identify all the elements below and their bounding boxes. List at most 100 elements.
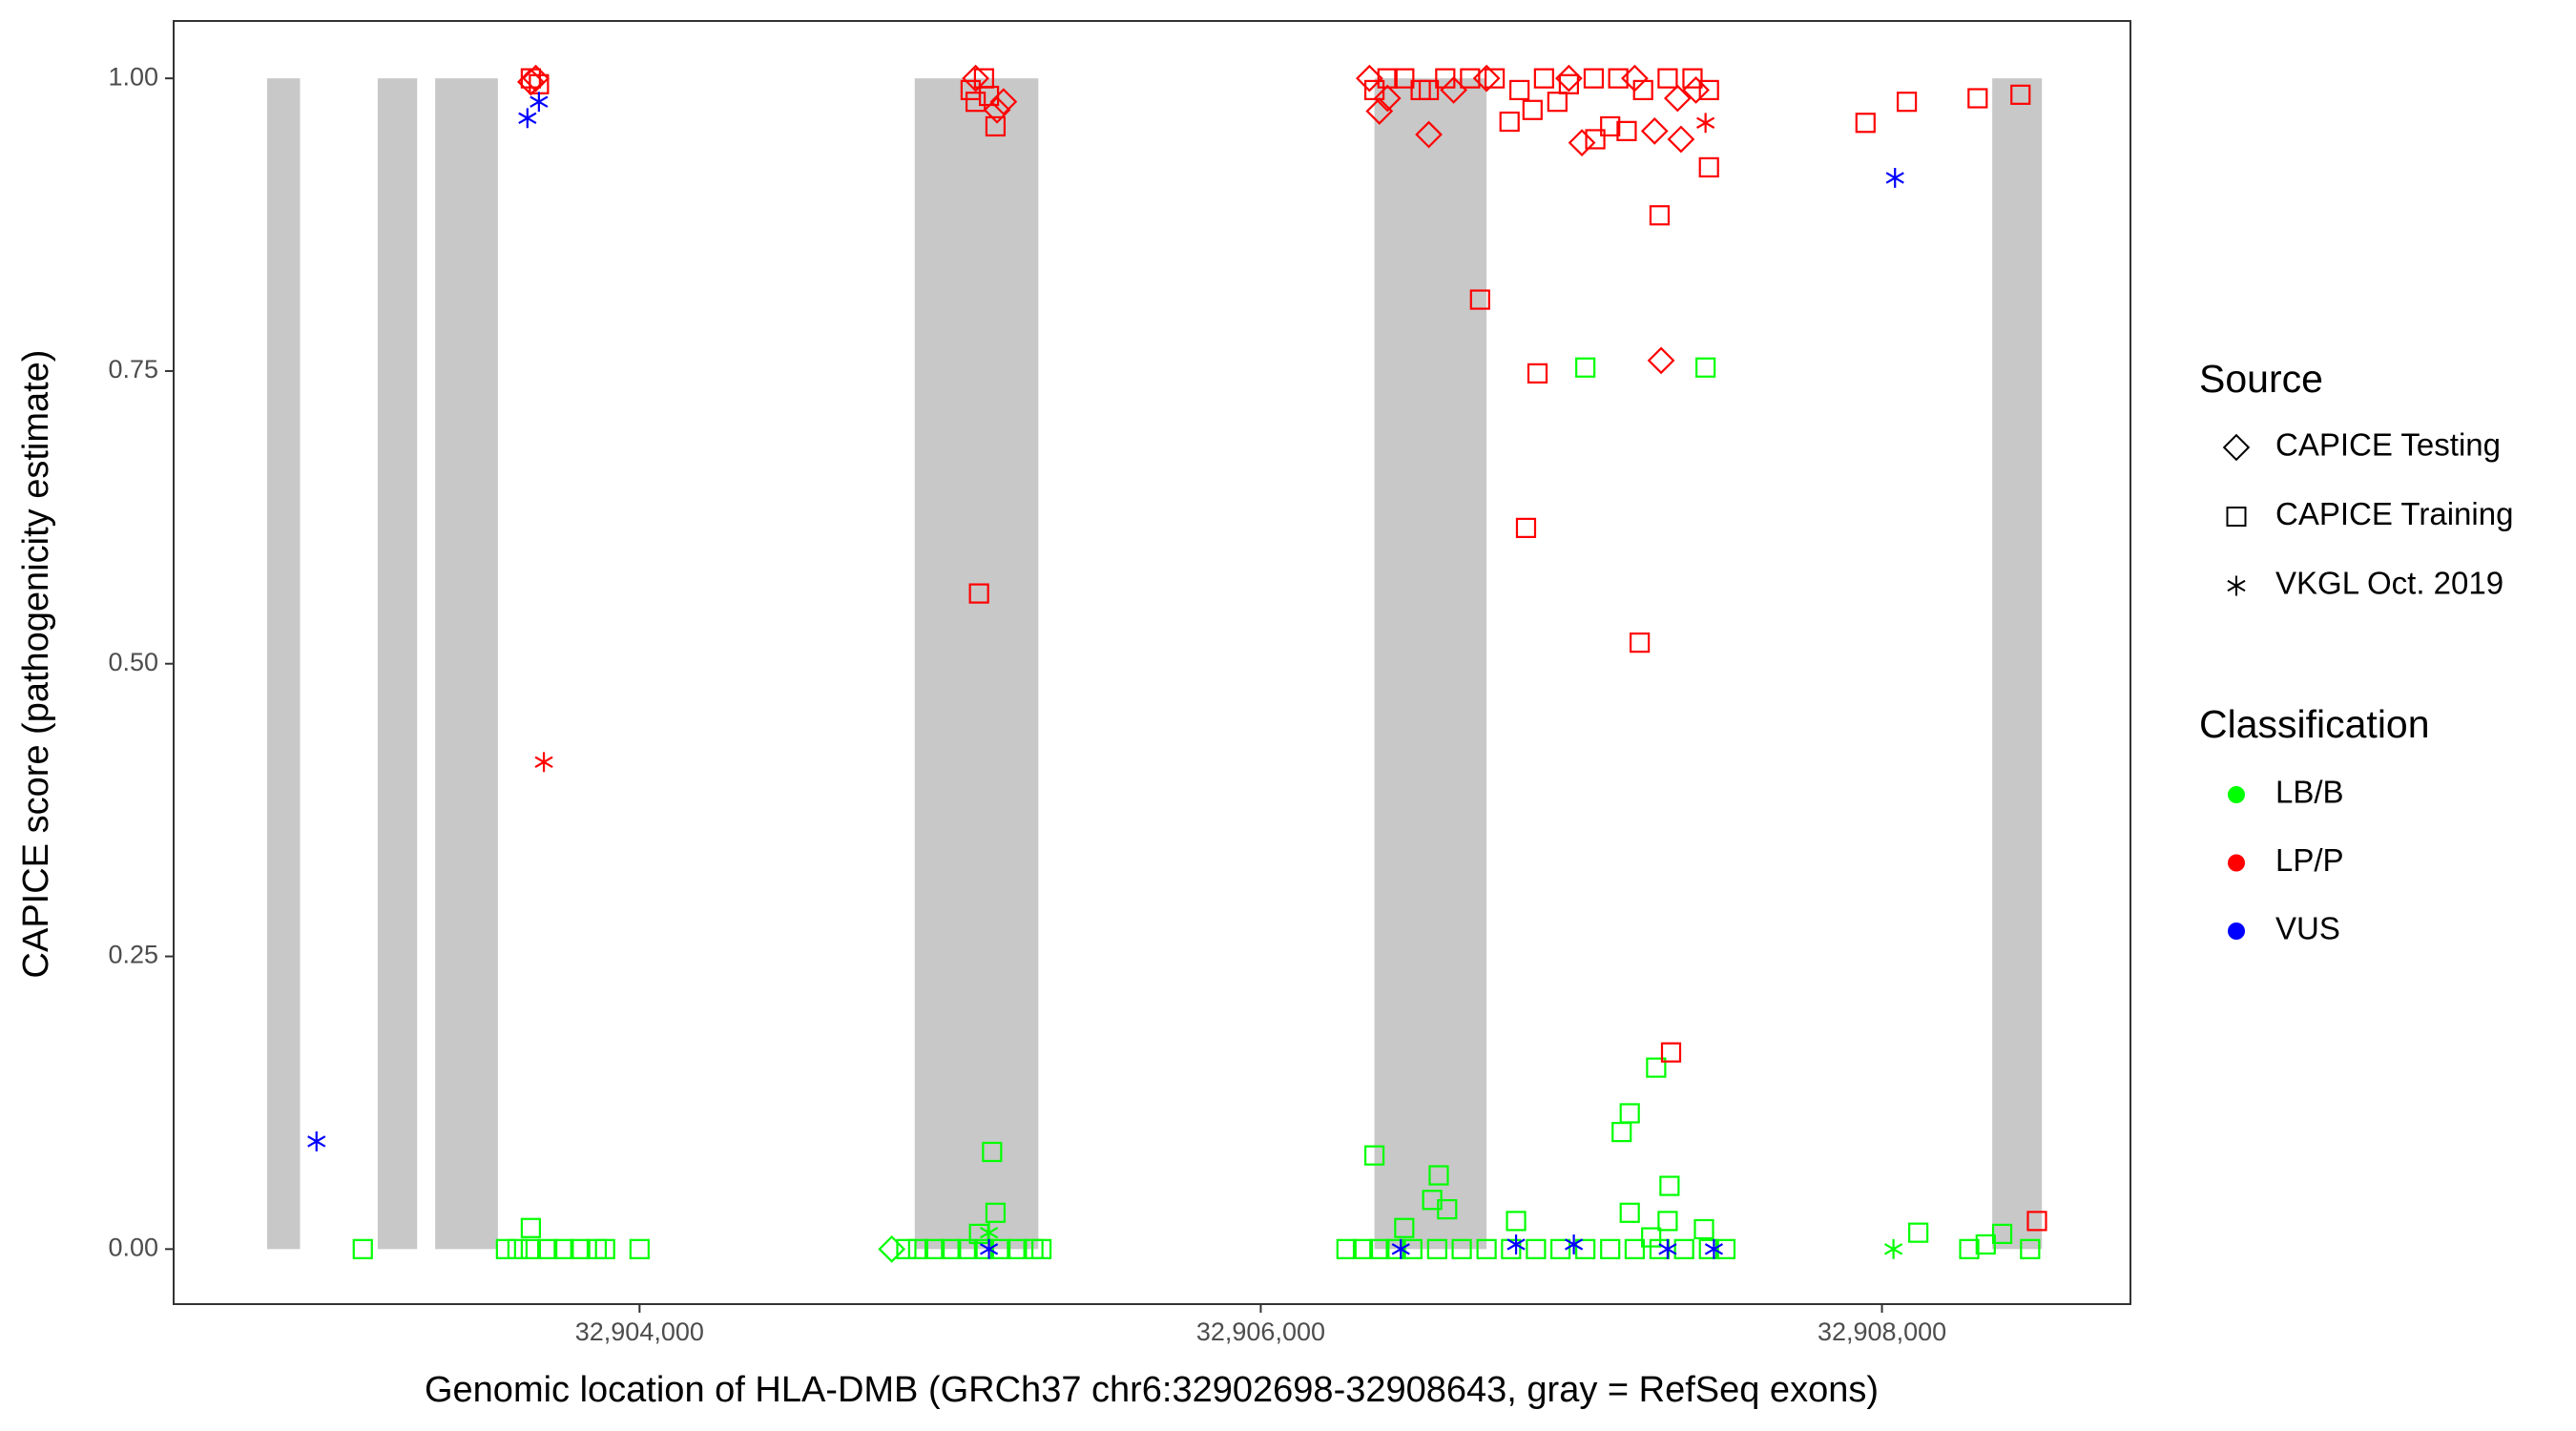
panel-border [173,20,2131,1305]
point [1682,68,1703,89]
point [1007,1238,1028,1259]
point [1363,79,1385,101]
point [924,1238,945,1259]
point [989,88,1018,116]
point [1696,113,1715,134]
point [1632,79,1653,101]
point [1394,1217,1415,1238]
point [1550,1238,1571,1259]
point [1533,68,1554,89]
point [1884,1238,1903,1259]
point [1522,99,1543,120]
point [1391,1238,1410,1259]
point [1682,76,1710,104]
point [1630,633,1651,653]
x-axis-title: Genomic location of HLA-DMB (GRCh37 chr6… [425,1370,1879,1410]
point [1484,68,1506,89]
point [1394,68,1415,89]
point [1667,125,1695,154]
point [1365,97,1394,125]
point [968,583,989,604]
point [1527,363,1548,384]
legend-symbol [2222,433,2251,462]
point [1608,68,1629,89]
point [1693,1218,1714,1240]
point [1660,1042,1682,1063]
point [2020,1238,2041,1259]
point [990,1238,1011,1259]
y-tick-label: 0.25 [108,941,158,969]
y-axis-title: CAPICE score (pathogenicity estimate) [16,350,56,979]
point [941,1238,962,1259]
point [1619,1202,1640,1223]
point [1373,84,1402,113]
point [1575,357,1596,378]
point [520,1217,541,1238]
point [1663,84,1692,113]
point [594,1238,615,1259]
point [1658,1238,1677,1259]
exon [1992,78,2043,1250]
legend-symbol [2227,575,2246,596]
point [2010,84,2031,105]
point [957,1238,978,1259]
legend-label: LB/B [2275,775,2344,810]
point [1460,68,1481,89]
point [1695,357,1716,378]
point [1499,111,1520,133]
y-tick-label: 0.00 [108,1233,158,1261]
exon [1374,78,1487,1250]
point [2026,1211,2047,1232]
point [962,64,989,93]
point [1369,1238,1390,1259]
point [1583,68,1605,89]
point [1363,1145,1385,1166]
point [1547,92,1568,113]
point [1385,1238,1406,1259]
point [1336,1238,1357,1259]
point [1714,1238,1736,1259]
point [973,1238,994,1259]
point [907,1238,928,1259]
exon [266,78,301,1250]
point [534,752,553,773]
point [982,1141,1003,1163]
legend-title: Classification [2199,702,2430,746]
legend-symbol [2228,923,2245,940]
point [629,1238,650,1259]
legend-symbol [2226,507,2247,527]
point [1600,1238,1621,1259]
point [1428,1165,1449,1186]
legend-label: CAPICE Testing [2275,427,2501,463]
point [530,92,549,113]
point [1647,346,1675,375]
point [507,1238,528,1259]
point [1659,1175,1680,1196]
point [979,1238,999,1259]
point [1657,68,1678,89]
y-tick-label: 0.75 [108,355,158,384]
point [1600,115,1621,137]
point [1624,1238,1646,1259]
legend-label: CAPICE Training [2275,496,2513,531]
point [1896,92,1918,113]
point [1418,79,1440,101]
point [1506,1234,1526,1255]
point [1673,1238,1694,1259]
point [1435,68,1456,89]
point [896,1238,917,1259]
y-tick-label: 0.50 [108,648,158,676]
legend-label: LP/P [2275,842,2344,878]
exon [914,78,1039,1250]
point [537,1238,558,1259]
point [1509,79,1530,101]
point [1585,129,1606,150]
point [1515,517,1537,538]
point [553,1238,574,1259]
point [1377,68,1398,89]
x-tick-label: 32,904,000 [575,1317,704,1346]
point [1967,88,1988,109]
